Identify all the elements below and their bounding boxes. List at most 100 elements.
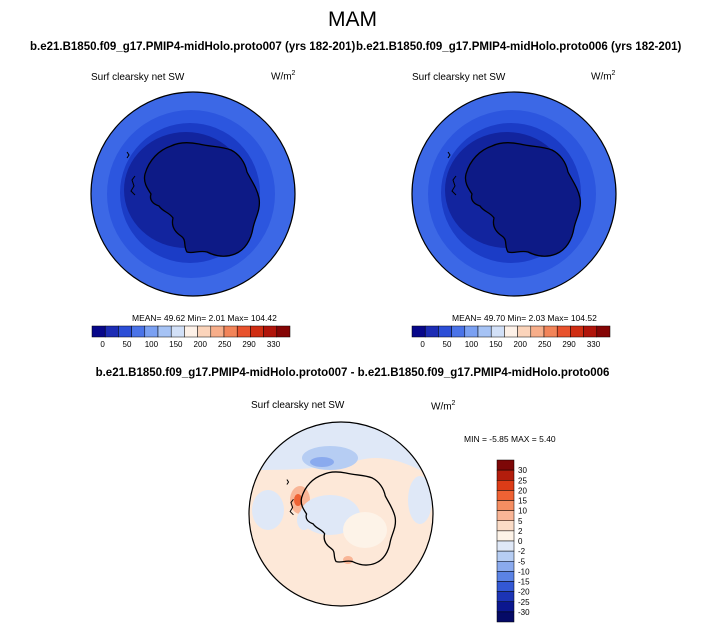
right-panel-case-title: b.e21.B1850.f09_g17.PMIP4-midHolo.proto0… [356,41,682,53]
left-antarctica-coastline [126,142,261,257]
colorbar-tick-label: 25 [518,476,527,485]
colorbar-tick-label: -20 [518,588,530,597]
colorbar-swatch [556,325,571,338]
diff-panel-variable-label: Surf clearsky net SW [251,400,345,411]
right-panel-units-label: W/m2 [591,70,616,83]
colorbar-tick-label: 50 [123,340,132,349]
colorbar-tick-label: 290 [562,340,576,349]
colorbar-tick-label: 100 [465,340,479,349]
colorbar-swatch [184,325,198,338]
colorbar-swatch [496,500,515,511]
left-panel-stats: MEAN= 49.62 Min= 2.01 Max= 104.42 [132,313,277,323]
diff-panel-stats: MIN = -5.85 MAX = 5.40 [464,434,556,444]
colorbar-swatch [496,540,515,552]
colorbar-swatch [496,550,515,562]
colorbar-swatch [263,325,278,338]
colorbar-tick-label: 330 [587,340,601,349]
colorbar-swatch [170,325,185,338]
left-colorbar: 0 50 100 150 200 250 290 330 [91,325,291,349]
colorbar-tick-label: -30 [518,608,530,617]
colorbar-tick-label: 5 [518,517,523,526]
colorbar-swatch [451,325,466,338]
colorbar-swatch [236,325,251,338]
colorbar-swatch [517,325,532,338]
right-map-border [411,91,617,297]
colorbar-swatch [496,571,515,582]
colorbar-tick-label: 50 [443,340,452,349]
colorbar-tick-label: -5 [518,557,526,566]
colorbar-swatch [496,530,515,542]
colorbar-swatch [223,325,238,338]
colorbar-tick-label: 30 [518,466,527,475]
colorbar-tick-label: 250 [538,340,552,349]
colorbar-swatch [424,325,439,338]
colorbar-swatch [570,325,584,338]
colorbar-swatch [210,325,225,338]
colorbar-tick-label: 200 [194,340,208,349]
colorbar-swatch [157,325,172,338]
colorbar-swatch [496,469,515,481]
colorbar-swatch [131,325,146,338]
colorbar-swatch [530,325,545,338]
colorbar-swatch [496,520,515,532]
colorbar-swatch [144,325,159,338]
colorbar-tick-label: -2 [518,547,526,556]
colorbar-tick-label: 0 [518,537,523,546]
colorbar-swatch [464,325,479,338]
diff-antarctica-coastline [286,471,397,566]
colorbar-swatch [104,325,119,338]
colorbar-swatch [250,325,264,338]
colorbar-tick-label: 0 [420,340,425,349]
colorbar-swatch [496,459,515,471]
difference-panel-title: b.e21.B1850.f09_g17.PMIP4-midHolo.proto0… [95,367,610,379]
right-colorbar: 0 50 100 150 200 250 290 330 [411,325,611,349]
colorbar-tick-label: 2 [518,527,523,536]
colorbar-swatch [596,325,611,338]
colorbar-tick-label: -10 [518,567,530,576]
colorbar-swatch [504,325,518,338]
colorbar-tick-label: 200 [514,340,528,349]
colorbar-swatch [496,490,515,501]
left-panel-case-title: b.e21.B1850.f09_g17.PMIP4-midHolo.proto0… [30,41,356,53]
right-antarctica-coastline [447,142,582,257]
colorbar-swatch [496,581,515,592]
colorbar-swatch [118,325,132,338]
colorbar-swatch [496,561,515,572]
colorbar-swatch [276,325,291,338]
colorbar-swatch [583,325,598,338]
right-map [412,92,616,296]
colorbar-tick-label: 330 [267,340,281,349]
colorbar-tick-label: 290 [242,340,256,349]
difference-map [249,422,433,606]
right-panel-variable-label: Surf clearsky net SW [412,72,506,83]
colorbar-swatch [197,325,212,338]
right-panel-stats: MEAN= 49.70 Min= 2.03 Max= 104.52 [452,313,597,323]
left-panel-units-label: W/m2 [271,70,296,83]
colorbar-swatch [477,325,492,338]
colorbar-swatch [496,510,515,521]
colorbar-tick-label: -25 [518,598,530,607]
colorbar-tick-label: 150 [489,340,503,349]
colorbar-tick-label: 15 [518,497,527,506]
colorbar-swatch [496,601,515,613]
colorbar-swatch [490,325,505,338]
colorbar-swatch [496,591,515,602]
colorbar-swatch [496,611,515,623]
colorbar-tick-label: -15 [518,578,530,587]
colorbar-tick-label: 150 [169,340,183,349]
colorbar-tick-label: 10 [518,507,527,516]
left-map [91,92,295,296]
colorbar-tick-label: 100 [145,340,159,349]
colorbar-swatch [543,325,558,338]
colorbar-swatch [91,325,106,338]
colorbar-tick-label: 0 [100,340,105,349]
colorbar-swatch [411,325,426,338]
colorbar-tick-label: 250 [218,340,232,349]
diff-panel-units-label: W/m2 [431,400,456,413]
left-map-border [90,91,296,297]
figure-title: MAM [328,8,377,31]
difference-map-border [248,421,434,607]
left-panel-variable-label: Surf clearsky net SW [91,72,185,83]
